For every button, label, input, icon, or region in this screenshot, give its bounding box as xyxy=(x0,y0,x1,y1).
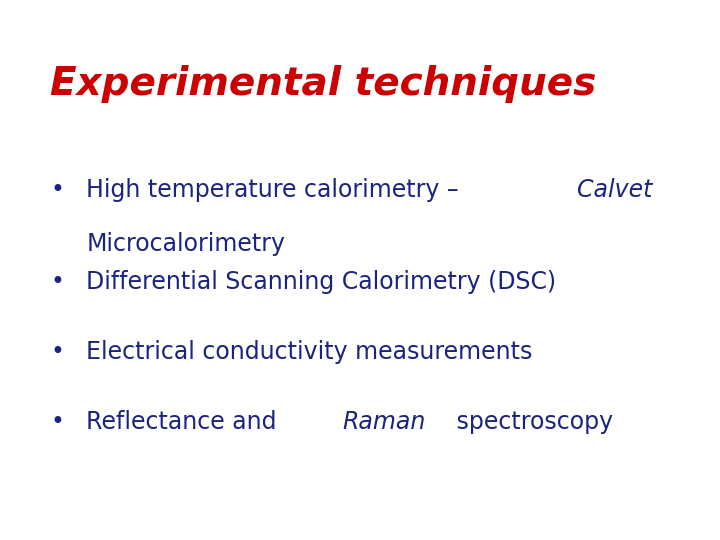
Text: •: • xyxy=(50,340,64,364)
Text: Differential Scanning Calorimetry (DSC): Differential Scanning Calorimetry (DSC) xyxy=(86,270,557,294)
Text: Raman: Raman xyxy=(342,410,426,434)
Text: Electrical conductivity measurements: Electrical conductivity measurements xyxy=(86,340,533,364)
Text: •: • xyxy=(50,178,64,202)
Text: spectroscopy: spectroscopy xyxy=(449,410,613,434)
Text: High temperature calorimetry –: High temperature calorimetry – xyxy=(86,178,467,202)
Text: Reflectance and: Reflectance and xyxy=(86,410,284,434)
Text: Experimental techniques: Experimental techniques xyxy=(50,65,597,103)
Text: •: • xyxy=(50,270,64,294)
Text: Calvet: Calvet xyxy=(577,178,652,202)
Text: Microcalorimetry: Microcalorimetry xyxy=(86,232,285,256)
Text: •: • xyxy=(50,410,64,434)
